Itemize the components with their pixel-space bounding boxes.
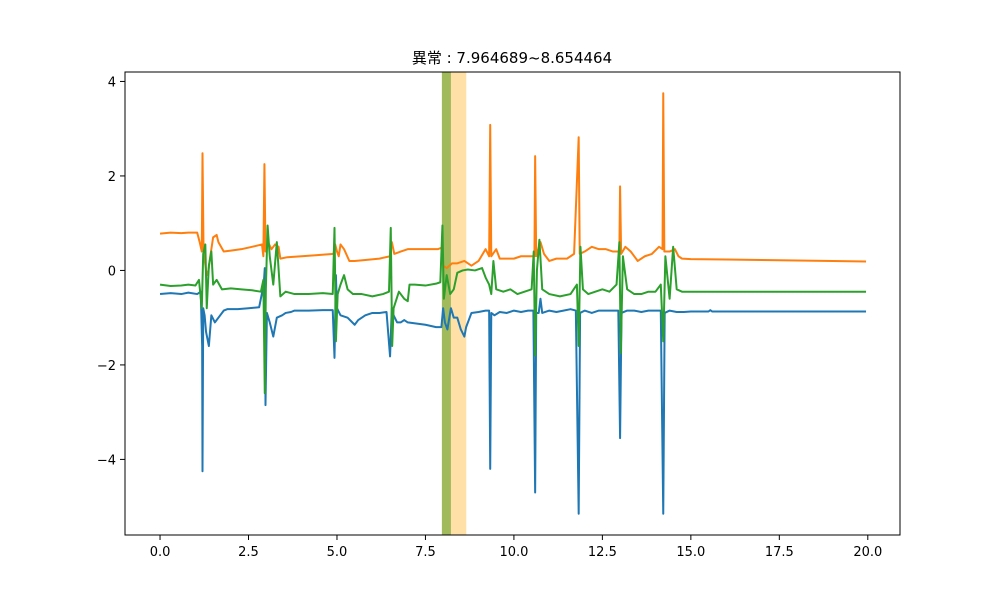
anomaly-span-0 — [441, 72, 467, 535]
x-axis: 0.0 2.5 5.0 7.5 10.0 12.5 15.0 17.5 20.0 — [150, 535, 882, 560]
x-tick-label: 17.5 — [765, 545, 794, 560]
y-tick-label: −4 — [97, 453, 116, 468]
x-tick-label: 0.0 — [150, 545, 171, 560]
x-tick-label: 20.0 — [853, 545, 882, 560]
chart-title: 異常 : 7.964689~8.654464 — [412, 49, 612, 67]
x-tick-label: 10.0 — [499, 545, 528, 560]
y-axis: 4 2 0 −2 −4 — [97, 75, 125, 468]
x-tick-label: 7.5 — [415, 545, 436, 560]
series-line-0 — [159, 267, 867, 515]
anomaly-spans — [441, 72, 467, 535]
y-tick-label: −2 — [97, 359, 116, 374]
x-tick-label: 5.0 — [327, 545, 348, 560]
series-line-1 — [159, 92, 867, 277]
y-tick-label: 2 — [108, 170, 116, 185]
anomaly-span-1 — [441, 72, 451, 535]
plot-frame — [124, 71, 901, 536]
x-tick-label: 15.0 — [676, 545, 705, 560]
x-tick-label: 12.5 — [588, 545, 617, 560]
series-lines — [159, 92, 867, 515]
y-tick-label: 4 — [108, 75, 116, 90]
x-tick-label: 2.5 — [238, 545, 259, 560]
series-line-2 — [159, 224, 867, 395]
y-tick-label: 0 — [108, 264, 116, 279]
